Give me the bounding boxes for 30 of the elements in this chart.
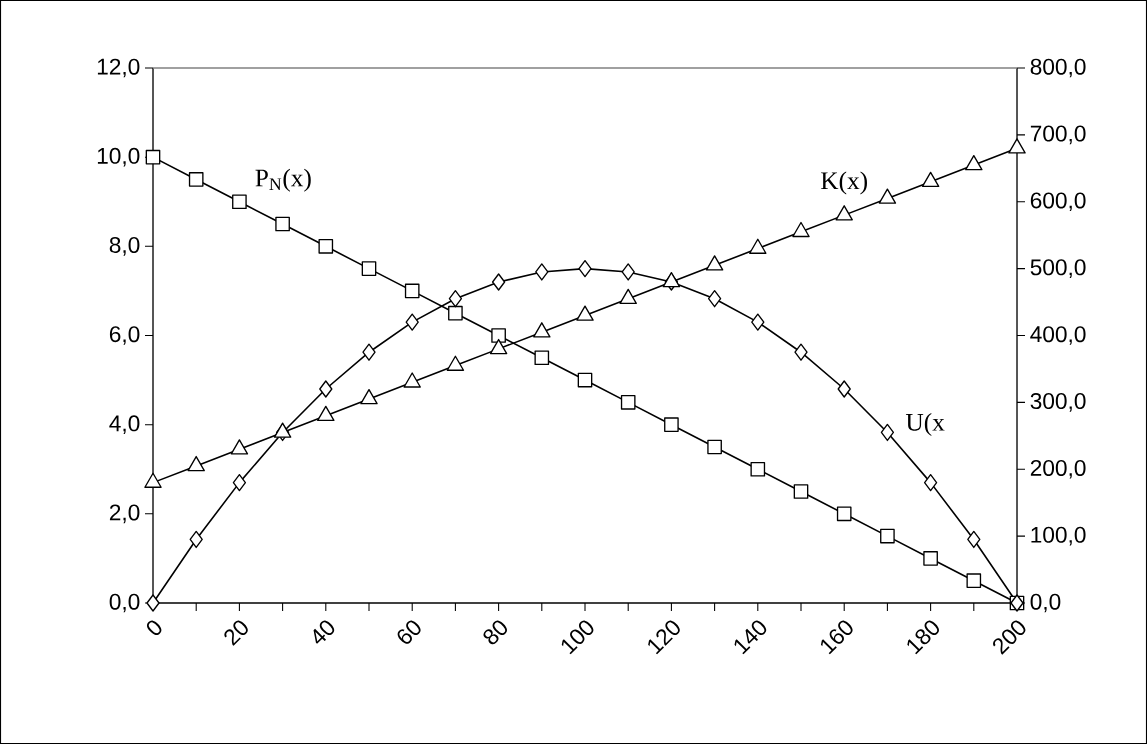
x-tick-label: 0 — [146, 620, 162, 636]
series-label: P$_{N}$(x) — [255, 168, 311, 192]
y2-tick-label: 200,0 — [1030, 459, 1086, 479]
x-tick-label: 180 — [907, 620, 939, 655]
x-tick-label: 20 — [224, 620, 248, 646]
y2-tick-label: 400,0 — [1030, 326, 1086, 345]
x-tick-label: 40 — [313, 620, 335, 644]
y-tick-label: 8,0 — [109, 236, 140, 256]
y2-tick-label: 100,0 — [1031, 526, 1086, 546]
x-tick-label: 80 — [483, 620, 507, 645]
x-tick-label: 100 — [561, 620, 594, 655]
x-tick-label: 140 — [734, 620, 767, 655]
x-tick-label: 120 — [648, 620, 680, 655]
y-tick-label: 4,0 — [109, 415, 140, 435]
y2-tick-label: 300,0 — [1030, 393, 1086, 412]
y-tick-label: 6,0 — [109, 326, 140, 345]
y2-tick-label: 800,0 — [1030, 58, 1086, 78]
x-tick-label: 160 — [820, 620, 853, 655]
y2-tick-label: 700,0 — [1030, 125, 1086, 145]
y-tick-label: 0,0 — [109, 593, 140, 613]
y2-tick-label: 500,0 — [1030, 259, 1086, 278]
y-tick-label: 10,0 — [97, 147, 140, 167]
series-label: K(x) — [821, 171, 867, 195]
x-tick-label: 60 — [397, 620, 421, 644]
y2-tick-label: 0,0 — [1030, 593, 1061, 613]
series-label: U(x — [905, 413, 945, 436]
y-tick-label: 12,0 — [97, 58, 140, 78]
x-tick-label: 200 — [993, 620, 1026, 655]
y-tick-label: 2,0 — [109, 504, 140, 524]
y2-tick-label: 600,0 — [1030, 192, 1086, 212]
